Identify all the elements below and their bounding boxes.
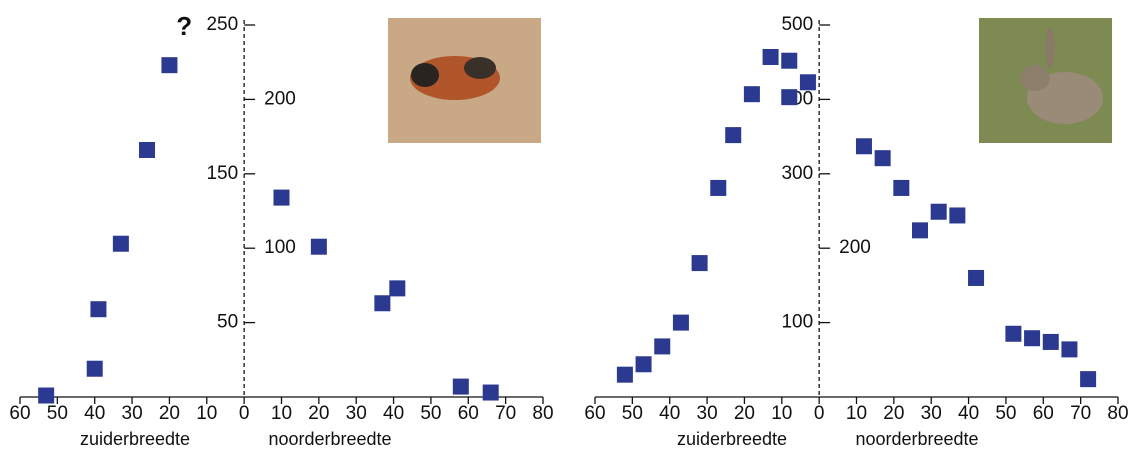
figure: 6050403020100102030405060708050100150200… — [0, 0, 1128, 450]
rabbit-photo — [979, 18, 1112, 143]
x-tick-label: 70 — [495, 403, 516, 424]
point — [763, 49, 779, 65]
x-tick-label: 60 — [584, 403, 605, 424]
x-axis-label: noorderbreedte — [855, 429, 978, 449]
rabbit-ear — [1045, 28, 1055, 68]
point — [692, 255, 708, 271]
y-tick-label: 200 — [839, 237, 871, 258]
x-tick-label: 30 — [346, 403, 367, 424]
point — [800, 74, 816, 90]
x-tick-label: 30 — [921, 403, 942, 424]
point — [139, 142, 155, 158]
y-tick-label: 100 — [264, 237, 296, 258]
x-tick-label: 40 — [659, 403, 680, 424]
x-tick-label: 30 — [122, 403, 143, 424]
x-tick-label: 20 — [159, 403, 180, 424]
point — [374, 295, 390, 311]
point — [744, 86, 760, 102]
x-axis-label: noorderbreedte — [268, 429, 391, 449]
point — [636, 356, 652, 372]
point — [912, 222, 928, 238]
point — [781, 53, 797, 69]
bee-head — [411, 63, 439, 87]
x-tick-label: 80 — [532, 403, 553, 424]
x-tick-label: 10 — [771, 403, 792, 424]
bee-abdomen — [464, 57, 496, 79]
point — [617, 367, 633, 383]
point — [90, 301, 106, 317]
point — [161, 57, 177, 73]
point — [856, 138, 872, 154]
point — [968, 270, 984, 286]
point — [1024, 330, 1040, 346]
point — [1005, 326, 1021, 342]
x-tick-label: 50 — [995, 403, 1016, 424]
y-tick-label: 200 — [264, 88, 296, 109]
x-tick-label: 40 — [84, 403, 105, 424]
rabbit-head — [1020, 65, 1050, 91]
x-tick-label: 70 — [1070, 403, 1091, 424]
point — [1080, 371, 1096, 387]
annotation: ? — [176, 11, 192, 41]
y-tick-label: 300 — [781, 163, 813, 184]
point — [274, 190, 290, 206]
point — [654, 338, 670, 354]
point — [710, 180, 726, 196]
y-tick-label: 50 — [217, 312, 238, 333]
x-tick-label: 80 — [1107, 403, 1128, 424]
point — [1043, 334, 1059, 350]
point — [931, 204, 947, 220]
x-tick-label: 30 — [697, 403, 718, 424]
x-tick-label: 20 — [734, 403, 755, 424]
x-tick-label: 10 — [196, 403, 217, 424]
point — [949, 207, 965, 223]
x-tick-label: 20 — [308, 403, 329, 424]
point — [87, 361, 103, 377]
y-tick-label: 150 — [206, 163, 238, 184]
bee-photo — [388, 18, 541, 143]
x-tick-label: 50 — [420, 403, 441, 424]
x-tick-label: 40 — [958, 403, 979, 424]
point — [673, 315, 689, 331]
x-tick-label: 60 — [9, 403, 30, 424]
x-tick-label: 60 — [1033, 403, 1054, 424]
x-tick-label: 20 — [883, 403, 904, 424]
point — [113, 236, 129, 252]
x-tick-label: 40 — [383, 403, 404, 424]
y-tick-label: 100 — [781, 312, 813, 333]
point — [725, 127, 741, 143]
point — [483, 385, 499, 401]
point — [453, 379, 469, 395]
point — [875, 150, 891, 166]
x-axis-label: zuiderbreedte — [677, 429, 787, 449]
x-tick-label: 60 — [458, 403, 479, 424]
x-tick-label: 50 — [47, 403, 68, 424]
point — [38, 388, 54, 404]
point — [311, 239, 327, 255]
x-tick-label: 0 — [239, 403, 250, 424]
y-tick-label: 250 — [206, 14, 238, 35]
point — [781, 89, 797, 105]
point — [1061, 341, 1077, 357]
x-tick-label: 0 — [814, 403, 825, 424]
x-tick-label: 50 — [622, 403, 643, 424]
point — [893, 180, 909, 196]
x-tick-label: 10 — [846, 403, 867, 424]
x-tick-label: 10 — [271, 403, 292, 424]
y-tick-label: 500 — [781, 14, 813, 35]
x-axis-label: zuiderbreedte — [80, 429, 190, 449]
point — [389, 280, 405, 296]
